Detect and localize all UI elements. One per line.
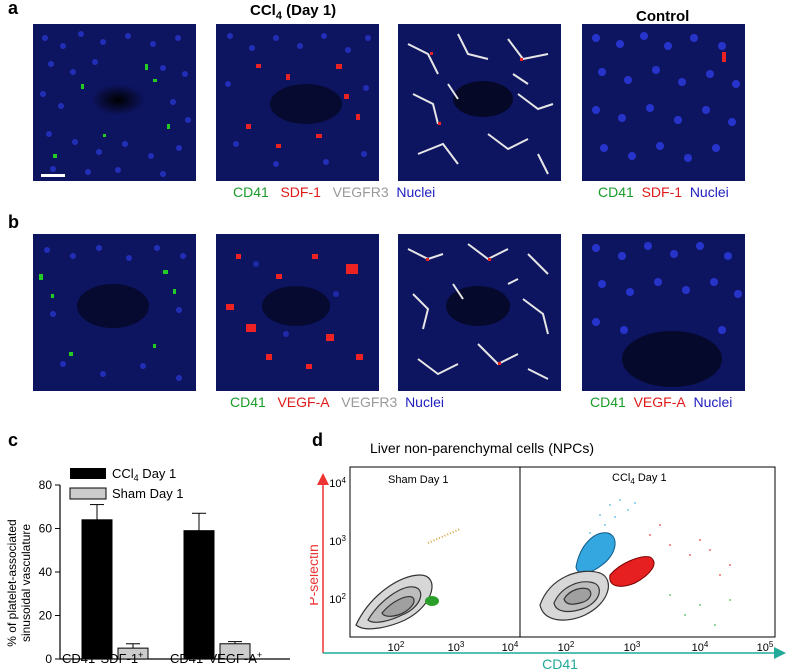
d-xtick-right-3: 104 — [692, 640, 709, 654]
micrograph-a-control — [582, 24, 745, 181]
c-ytick-label: 20 — [39, 609, 53, 623]
c-bar-sham-2 — [219, 643, 251, 660]
micrograph-a-control-image — [582, 24, 745, 181]
c-ytick-label: 60 — [39, 522, 53, 536]
micrograph-b-control-image — [582, 234, 745, 391]
d-xtick-left-2: 103 — [448, 640, 465, 654]
micrograph-a-sdf1 — [216, 24, 379, 181]
d-xlabel: CD41 — [542, 656, 578, 672]
micrograph-a-vegfr3-image — [398, 24, 561, 181]
c-bar-ccl4-2 — [183, 530, 215, 660]
c-legend-label-sham: Sham Day 1 — [112, 486, 184, 501]
d-ccl4-scatter — [589, 499, 731, 626]
d-ytick-3: 102 — [329, 592, 346, 606]
c-ytick-label: 40 — [39, 565, 53, 579]
c-ytick-label: 0 — [45, 652, 52, 666]
c-bar-ccl4-1 — [81, 519, 113, 660]
micrograph-b-cd41 — [33, 234, 196, 391]
c-legend-swatch-ccl4 — [70, 468, 106, 479]
ccl4-day1-header: CCl4 (Day 1) — [250, 2, 337, 22]
d-xtick-right-2: 103 — [624, 640, 641, 654]
d-xtick-right-1: 102 — [558, 640, 575, 654]
micrograph-b-vegfr3-image — [398, 234, 561, 391]
c-ylabel-line2: sinusoidal vasculature — [19, 524, 33, 642]
micrograph-a-sdf1-image — [216, 24, 379, 181]
legend-a-ccl4: CD41 SDF-1 VEGFR3 Nuclei — [233, 184, 436, 200]
c-legend-swatch-sham — [69, 487, 107, 500]
micrograph-b-vegfr3 — [398, 234, 561, 391]
micrograph-b-vegfa — [216, 234, 379, 391]
d-sham-label: Sham Day 1 — [388, 474, 449, 486]
micrograph-b-control — [582, 234, 745, 391]
bar-chart-c: % of platelet-associated sinusoidal vasc… — [5, 466, 290, 666]
d-ccl4-label: CCl4 Day 1 — [612, 472, 667, 486]
d-title: Liver non-parenchymal cells (NPCs) — [370, 440, 595, 456]
c-ytick-label: 80 — [39, 478, 53, 492]
panel-letter-d: d — [312, 430, 323, 450]
legend-b-ccl4: CD41 VEGF-A VEGFR3 Nuclei — [230, 394, 444, 410]
c-ylabel-line1: % of platelet-associated — [5, 519, 19, 646]
c-legend-label-ccl4: CCl4 Day 1 — [112, 466, 176, 483]
legend-b-control: CD41 VEGF-A Nuclei — [590, 394, 733, 410]
micrograph-b-cd41-image — [33, 234, 196, 391]
flow-cytometry-d: P-selectin Sham Day 1 CCl4 Day 1 104 103… — [310, 466, 786, 672]
c-xtick-label-1: CD41+SDF-1+ — [62, 650, 143, 666]
micrograph-b-vegfa-image — [216, 234, 379, 391]
control-header: Control — [636, 8, 690, 25]
legend-a-control: CD41 SDF-1 Nuclei — [598, 184, 729, 200]
d-sham-green-population — [425, 596, 439, 606]
d-sham-contours — [355, 574, 433, 630]
panel-letter-c: c — [8, 430, 19, 450]
d-ccl4-red-population — [609, 556, 655, 587]
micrograph-a-cd41 — [33, 24, 196, 181]
micrograph-a-cd41-image — [33, 24, 196, 181]
c-xtick-label-2: CD41+VEGF-A+ — [170, 650, 262, 666]
d-ytick-1: 104 — [329, 476, 346, 490]
panel-letter-a: a — [8, 0, 19, 18]
d-xtick-right-4: 105 — [757, 640, 774, 654]
micrograph-a-vegfr3 — [398, 24, 561, 181]
d-xtick-left-1: 102 — [388, 640, 405, 654]
d-ytick-2: 103 — [329, 534, 346, 548]
d-xtick-left-3: 104 — [502, 640, 519, 654]
d-ylabel: P-selectin — [310, 544, 321, 605]
d-ccl4-grey-contours — [539, 570, 609, 621]
panel-letter-b: b — [8, 212, 19, 232]
